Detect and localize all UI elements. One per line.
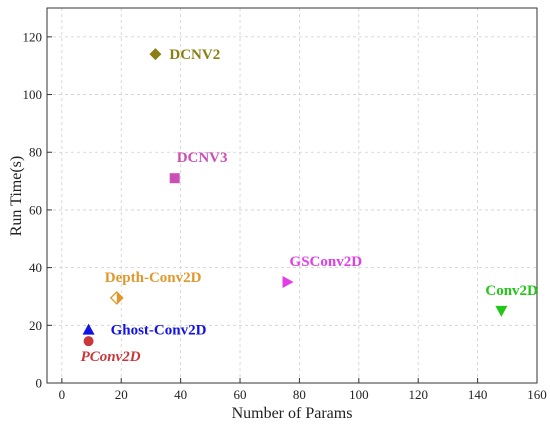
conv2d-marker [495, 305, 508, 317]
x-tick-label: 140 [468, 387, 488, 402]
y-tick-label: 40 [29, 260, 42, 275]
y-tick-label: 20 [29, 318, 42, 333]
pconv2d-marker [83, 336, 94, 347]
y-axis-title: Run Time(s) [8, 156, 25, 236]
x-tick-label: 40 [174, 387, 187, 402]
point-labels: DCNV2 DCNV3 GSConv2D Conv2D Depth-Conv2D Ghos… [81, 47, 538, 365]
dcnv2-marker [149, 48, 162, 61]
conv2d-label: Conv2D [485, 283, 538, 299]
x-tick-label: 160 [527, 387, 547, 402]
x-tick-label: 100 [349, 387, 369, 402]
y-tick-label: 80 [29, 145, 42, 160]
axis-ticks: 0 20 40 60 80 100 120 140 160 0 20 40 60 80 100 120 [23, 29, 547, 402]
dcnv2-label: DCNV2 [169, 47, 220, 63]
x-tick-label: 20 [115, 387, 128, 402]
depth-conv2d-label: Depth-Conv2D [105, 270, 202, 286]
y-tick-label: 120 [23, 29, 43, 44]
y-tick-label: 0 [36, 376, 43, 391]
pconv2d-label: PConv2D [81, 349, 141, 365]
plot-frame [46, 7, 538, 384]
x-tick-label: 0 [59, 387, 66, 402]
dcnv3-marker [169, 173, 180, 184]
x-tick-label: 120 [408, 387, 428, 402]
x-tick-label: 80 [293, 387, 306, 402]
depth-conv2d-marker-fill [116, 291, 123, 304]
data-points [82, 48, 508, 347]
x-tick-label: 60 [234, 387, 247, 402]
ghost-conv2d-marker [82, 323, 95, 335]
gsconv2d-marker [282, 276, 294, 289]
y-tick-label: 60 [29, 202, 42, 217]
x-axis-title: Number of Params [232, 405, 353, 422]
y-tick-label: 100 [23, 87, 43, 102]
gsconv2d-label: GSConv2D [290, 254, 363, 270]
dcnv3-label: DCNV3 [177, 150, 228, 166]
ghost-conv2d-label: Ghost-Conv2D [111, 323, 207, 339]
